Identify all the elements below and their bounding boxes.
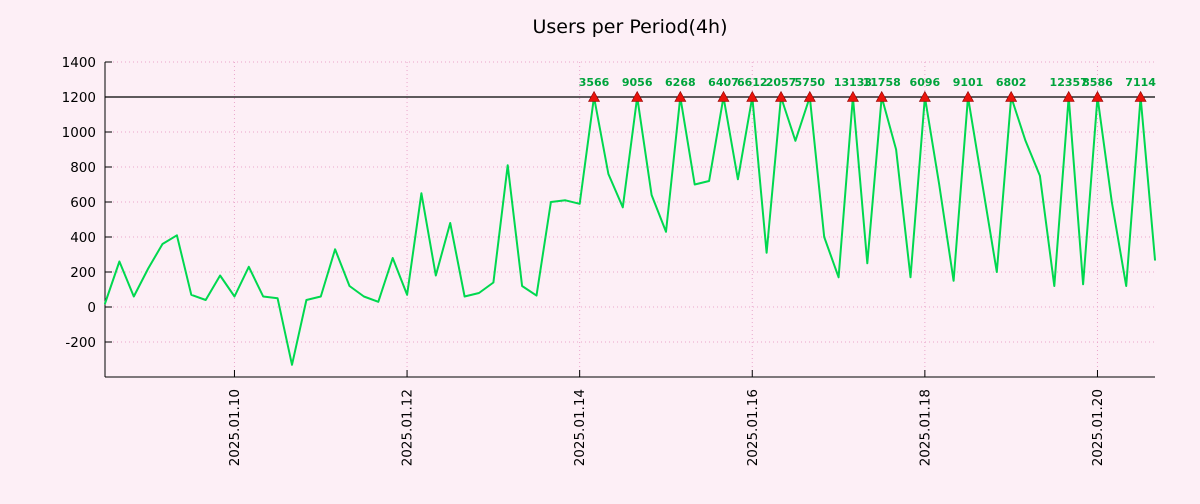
clip-marker-icon <box>1062 90 1075 102</box>
clip-value-label: 7114 <box>1125 76 1156 89</box>
y-tick-label: 1200 <box>62 90 96 106</box>
clip-marker-icon <box>588 90 601 102</box>
x-tick-label: 2025.01.20 <box>1090 389 1106 466</box>
clip-marker-icon <box>746 90 759 102</box>
clip-marker-icon <box>918 90 931 102</box>
chart-title: Users per Period(4h) <box>532 16 728 38</box>
clip-value-label: 11758 <box>863 76 901 89</box>
clip-value-label: 3566 <box>579 76 610 89</box>
x-tick-label: 2025.01.10 <box>227 389 243 466</box>
clip-value-label: 5750 <box>794 76 825 89</box>
y-tick-label: 0 <box>87 300 96 316</box>
clip-value-label: 6096 <box>910 76 941 89</box>
clip-marker-icon <box>1005 90 1018 102</box>
y-tick-label: 1400 <box>62 55 96 71</box>
x-tick-label: 2025.01.18 <box>917 389 933 466</box>
clip-value-label: 9101 <box>953 76 984 89</box>
y-tick-label: 600 <box>70 195 96 211</box>
x-tick-label: 2025.01.14 <box>572 389 588 466</box>
clip-marker-icon <box>775 90 788 102</box>
y-tick-label: 200 <box>70 265 96 281</box>
x-tick-label: 2025.01.12 <box>400 389 416 466</box>
clip-marker-icon <box>962 90 975 102</box>
clip-value-label: 2057 <box>766 76 797 89</box>
clip-value-label: 6407 <box>708 76 739 89</box>
y-tick-label: -200 <box>65 335 96 351</box>
clip-marker-icon <box>875 90 888 102</box>
clip-value-label: 6612 <box>737 76 768 89</box>
clip-marker-icon <box>1091 90 1104 102</box>
users-series-line <box>104 96 1156 366</box>
y-tick-label: 800 <box>70 160 96 176</box>
clip-marker-icon <box>1134 90 1147 102</box>
clip-value-label: 9056 <box>622 76 653 89</box>
clip-value-label: 12357 <box>1050 76 1088 89</box>
clip-value-label: 6268 <box>665 76 696 89</box>
clip-marker-icon <box>803 90 816 102</box>
x-tick-label: 2025.01.16 <box>745 389 761 466</box>
y-tick-label: 1000 <box>62 125 96 141</box>
clip-marker-icon <box>846 90 859 102</box>
clip-value-label: 13133 <box>834 76 872 89</box>
clip-value-label: 8586 <box>1082 76 1113 89</box>
clip-marker-icon <box>674 90 687 102</box>
y-tick-label: 400 <box>70 230 96 246</box>
clip-value-label: 6802 <box>996 76 1027 89</box>
clip-marker-icon <box>717 90 730 102</box>
clip-marker-icon <box>631 90 644 102</box>
